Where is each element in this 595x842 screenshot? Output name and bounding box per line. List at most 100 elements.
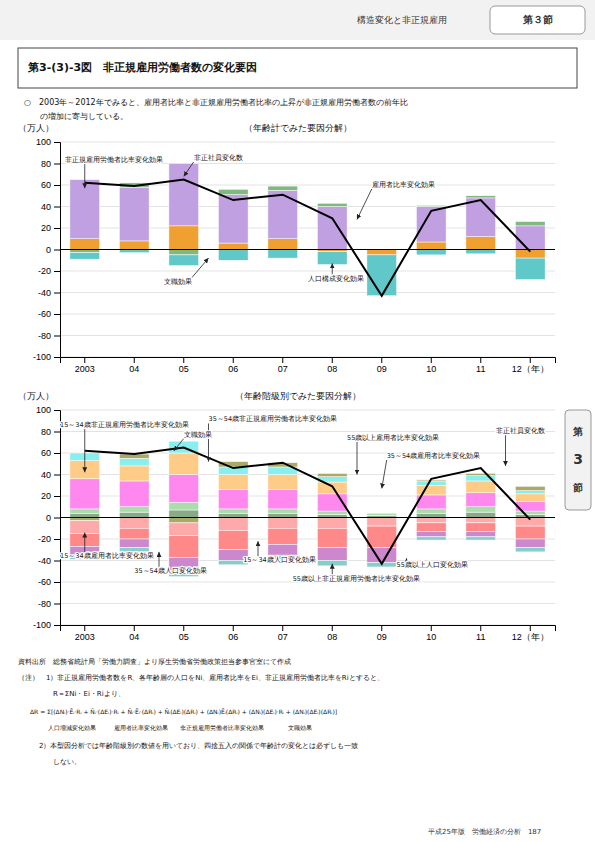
y-tick: 0 [46,513,60,523]
bar-segment [218,518,248,531]
y-tick-label: 100 [36,405,51,415]
bar-segment [466,507,496,512]
annotation: 35～54歳雇用者比率変化効果 [387,452,481,460]
annotation: 非正社員変化数 [496,427,545,435]
y-tick: -60 [38,577,60,587]
chart-title: （年齢計でみた要因分解） [244,123,352,133]
y-tick-label: 80 [41,427,51,437]
x-tick-label: 09 [377,632,387,642]
bar-segment [515,222,545,226]
x-tick-label: 2003 [75,632,95,642]
bar-segment [169,255,199,266]
bar-segment [268,475,298,490]
header-text: 構造変化と非正規雇用 [357,15,447,25]
annotation: 15～34歳雇用者比率変化効果 [60,552,154,560]
x-tick: 07 [278,625,288,642]
bar-segment [169,502,199,510]
bar-segment [169,510,199,518]
bar-segment [317,518,347,529]
grid-line [60,603,555,604]
bar-segment [169,536,199,558]
bar-segment [466,473,496,475]
grid-line [60,249,555,250]
y-tick-mark [54,293,60,294]
x-axis-line [61,626,556,632]
y-tick-label: -60 [38,309,51,319]
x-tick-label: 12（年） [512,364,549,374]
x-tick: 08 [327,357,337,374]
y-tick: 80 [41,427,60,437]
bar-segment [416,523,446,532]
bar-segment [515,548,545,552]
bar-segment [416,485,446,495]
bar-segment [466,531,496,536]
annotation: 35～54歳人口変化効果 [134,567,207,575]
annotation-arrow [174,439,184,451]
bar-segment [70,479,100,509]
bar-segment [218,250,248,261]
y-tick-mark [54,207,60,208]
y-tick-mark [54,336,60,337]
y-tick-label: 80 [41,159,51,169]
annotation: 35～54歳非正規雇用労働者比率変化効果 [209,415,338,423]
x-tick: 09 [377,625,387,642]
side-tab-text: 第 [572,426,583,437]
x-tick: 05 [179,625,189,642]
x-tick-mark [233,357,234,363]
bar-segment [268,544,298,555]
x-tick-label: 10 [426,632,436,642]
y-tick-mark [54,314,60,315]
y-tick-label: -60 [38,577,51,587]
bar-segment [416,242,446,250]
x-tick-label: 11 [476,632,485,642]
y-tick-mark [54,518,60,519]
x-tick: 08 [327,625,337,642]
y-tick: 80 [41,159,60,169]
side-tab: 第3節 [565,410,591,510]
bar-segment [218,243,248,249]
annotation-arrow [332,263,333,275]
note: ΔR = Σ[(ΔNᵢ)·Ēᵢ·Rᵢ + N̄ᵢ·(ΔEᵢ)·Rᵢ + N̄ᵢ·… [30,708,337,715]
zero-line [60,517,555,518]
bar-segment [416,531,446,536]
x-tick: 2003 [75,357,95,374]
annotation-arrow [382,460,387,488]
bar-segment [367,513,397,514]
marks [60,164,555,296]
x-tick-label: 12（年） [512,632,549,642]
y-tick-label: 40 [41,202,51,212]
bar-segment [218,490,248,509]
annotation: 雇用者比率変化効果 [372,181,435,189]
annotation: 55歳以上人口変化効果 [397,561,468,569]
x-tick-mark [480,357,481,363]
bar-segment [367,518,397,527]
x-tick-mark [431,625,432,631]
x-tick-label: 04 [129,364,139,374]
x-tick-mark [530,357,531,363]
bar-segment [367,250,397,255]
y-tick-mark [54,604,60,605]
grid-line [60,335,555,336]
bar-segment [466,523,496,532]
annotations: 15～34歳非正規雇用労働者比率変化効果35～54歳非正規雇用労働者比率変化効果… [60,415,545,582]
bar-segment [367,548,397,563]
bar-segment [515,539,545,548]
y-tick: 100 [36,137,60,147]
bar-segment [515,526,545,539]
note: R＝ΣNi・Ei・Riより、 [18,690,125,698]
chart-title: （年齢階級別でみた要因分解） [235,391,361,401]
header-badge [490,6,585,34]
marks [60,441,555,576]
grid-line [60,292,555,293]
x-tick: 09 [377,357,387,374]
y-tick: 20 [41,491,60,501]
y-tick-label: 40 [41,470,51,480]
annotation-arrow [159,552,160,567]
y-tick-mark [54,185,60,186]
note: 2）本型因分析では年齢階級別の数値を用いており、四捨五入の関係で年齢計の変化とは… [18,742,358,750]
annotation-arrow [192,258,209,277]
x-tick: 11 [476,625,485,642]
x-tick-mark [282,357,283,363]
side-tab-box [565,410,591,510]
y-tick: 60 [41,180,60,190]
